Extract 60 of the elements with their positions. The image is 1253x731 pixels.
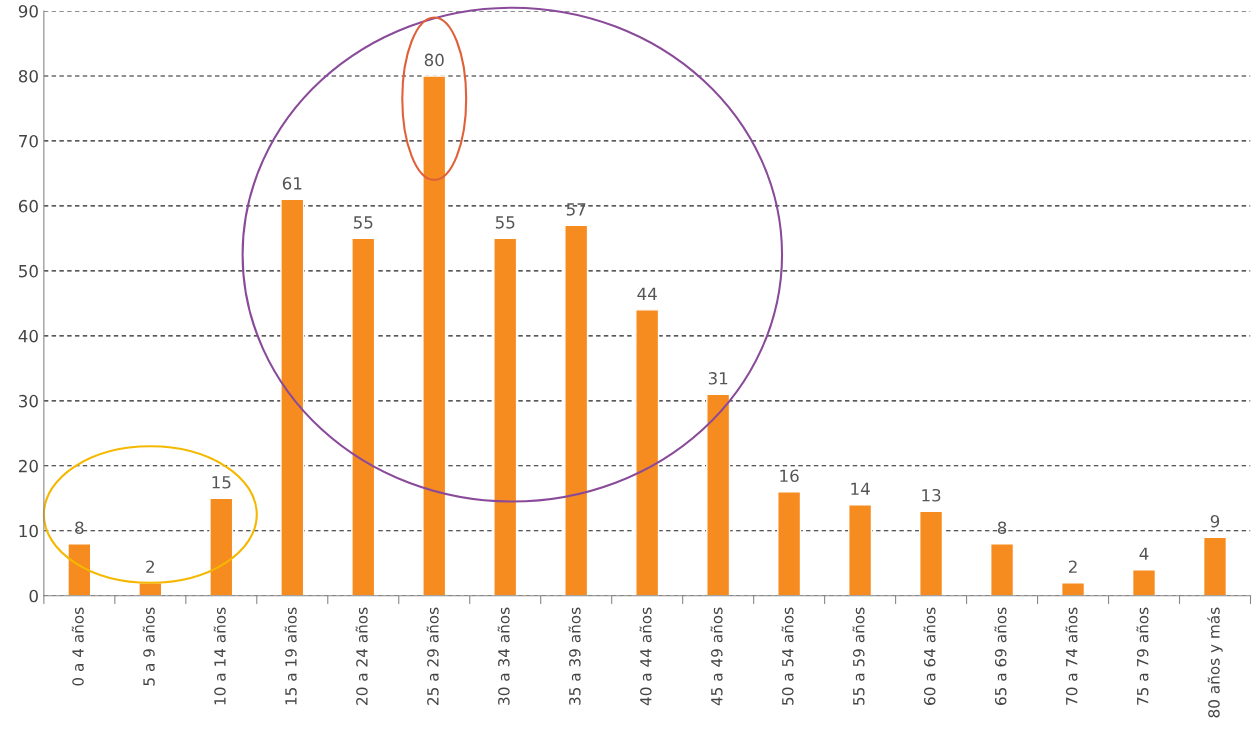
bar <box>919 510 944 596</box>
bar <box>635 309 660 596</box>
data-label: 4 <box>1139 547 1149 560</box>
bar <box>67 543 92 596</box>
bar <box>351 237 376 596</box>
x-tick-label: 25 a 29 años <box>426 607 439 705</box>
data-label: 57 <box>566 203 586 216</box>
x-tick-label: 30 a 34 años <box>497 607 510 705</box>
y-tick-label: 30 <box>19 394 38 408</box>
x-tick-label: 60 a 64 años <box>923 607 936 705</box>
data-label: 80 <box>424 53 444 67</box>
bar <box>1202 536 1228 596</box>
data-label: 31 <box>708 372 728 385</box>
x-tick-label: 40 a 44 años <box>639 607 652 706</box>
bar <box>493 237 518 596</box>
data-label: 16 <box>780 469 799 483</box>
data-label: 9 <box>1210 514 1220 528</box>
x-tick-label: 55 a 59 años <box>852 607 865 705</box>
bar <box>280 198 305 596</box>
data-label: 15 <box>212 476 231 489</box>
bar <box>422 75 447 596</box>
data-label: 14 <box>851 482 870 495</box>
data-label: 44 <box>637 287 657 300</box>
x-tick-label: 75 a 79 años <box>1136 607 1149 705</box>
data-label: 13 <box>922 488 941 502</box>
x-tick-label: 50 a 54 años <box>781 607 794 705</box>
bar <box>1131 569 1157 596</box>
x-tick-label: 0 a 4 años <box>71 607 84 686</box>
x-tick-label: 5 a 9 años <box>142 607 155 686</box>
x-tick-label: 45 a 49 años <box>710 607 723 706</box>
x-tick-label: 20 a 24 años <box>355 607 368 705</box>
y-tick-label: 50 <box>19 264 38 278</box>
x-tick-label: 10 a 14 años <box>213 607 226 705</box>
x-tick-label: 70 a 74 años <box>1065 607 1078 705</box>
bar <box>564 224 589 596</box>
x-tick-label: 80 años y más <box>1207 607 1223 718</box>
bar <box>990 543 1015 596</box>
data-label: 55 <box>353 216 373 229</box>
y-tick-label: 20 <box>19 459 38 473</box>
data-label: 55 <box>495 216 515 229</box>
bar <box>209 497 234 596</box>
y-tick-label: 10 <box>19 524 38 538</box>
y-tick-label: 60 <box>18 199 38 213</box>
bar <box>777 491 802 596</box>
x-tick-label: 65 a 69 años <box>994 607 1007 705</box>
bar <box>706 393 731 596</box>
x-tick-label: 35 a 39 años <box>568 607 581 705</box>
bar <box>1060 582 1086 596</box>
data-label: 8 <box>997 521 1007 535</box>
y-tick-label: 90 <box>18 4 38 18</box>
bar <box>848 504 873 596</box>
y-tick-label: 0 <box>29 589 38 603</box>
data-label: 2 <box>1068 560 1077 573</box>
data-label: 8 <box>75 521 84 535</box>
data-label: 61 <box>282 177 302 190</box>
y-tick-label: 80 <box>18 69 38 83</box>
x-tick-label: 15 a 19 años <box>284 607 297 705</box>
y-tick-label: 40 <box>18 329 38 343</box>
data-label: 2 <box>146 560 154 573</box>
y-tick-label: 70 <box>19 134 38 148</box>
